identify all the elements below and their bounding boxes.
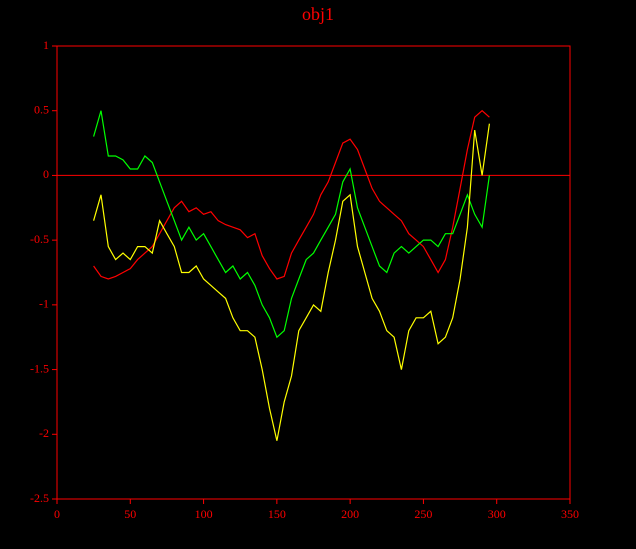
y-tick-label: 0 xyxy=(43,167,49,181)
x-tick-label: 0 xyxy=(54,507,60,521)
series-line xyxy=(93,123,490,441)
x-tick-label: 300 xyxy=(488,507,506,521)
y-tick-label: -2 xyxy=(39,426,49,440)
series-line xyxy=(93,109,490,280)
y-tick-label: -2.5 xyxy=(30,491,49,505)
x-tick-label: 50 xyxy=(124,507,136,521)
x-tick-label: 100 xyxy=(195,507,213,521)
y-tick-label: -0.5 xyxy=(30,232,49,246)
y-tick-label: 0.5 xyxy=(34,102,49,116)
y-tick-label: -1 xyxy=(39,297,49,311)
chart-title: obj1 xyxy=(302,4,334,24)
plot-frame xyxy=(56,45,571,500)
x-tick-label: 150 xyxy=(268,507,286,521)
series-line xyxy=(93,110,490,339)
x-tick-label: 350 xyxy=(561,507,579,521)
x-tick-label: 250 xyxy=(414,507,432,521)
x-tick-label: 200 xyxy=(341,507,359,521)
y-tick-label: 1 xyxy=(43,38,49,52)
y-tick-label: -1.5 xyxy=(30,361,49,375)
